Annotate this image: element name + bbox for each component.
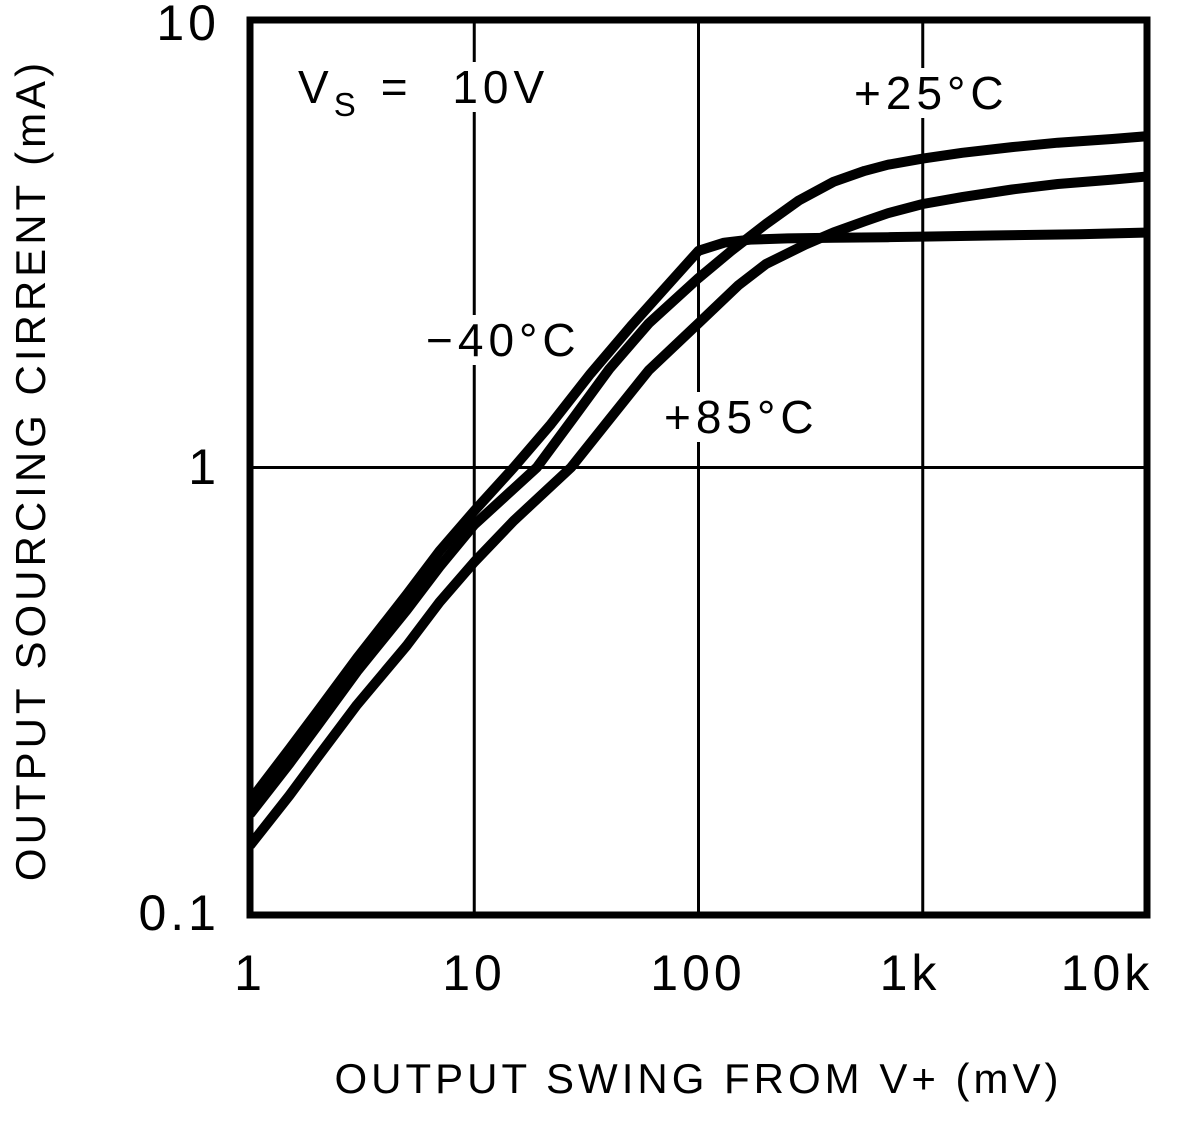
y-axis-title: OUTPUT SOURCING CIRRENT (mA): [7, 58, 54, 882]
y-axis-tick-label: 10: [156, 0, 220, 51]
condition-subscript: S: [333, 86, 359, 123]
x-axis-tick-label: 1: [234, 945, 266, 1001]
x-axis-tick-label: 10k: [1060, 945, 1154, 1001]
x-axis-tick-label: 100: [650, 945, 746, 1001]
x-axis-tick-label: 10: [442, 945, 506, 1001]
y-axis-tick-label: 0.1: [138, 885, 220, 941]
y-axis-tick-label: 1: [188, 439, 220, 495]
curve-label-minus40c: −40°C: [420, 315, 587, 365]
condition-value: = 10V: [380, 61, 550, 113]
curve-label-plus25c: +25°C: [848, 68, 1015, 118]
curve-label-plus85c: +85°C: [658, 392, 825, 442]
x-axis-title: OUTPUT SWING FROM V+ (mV): [334, 1055, 1063, 1102]
condition-symbol: V: [298, 61, 334, 113]
x-axis-tick-label: 1k: [879, 945, 941, 1001]
supply-condition-label: VS = 10V: [292, 61, 556, 121]
